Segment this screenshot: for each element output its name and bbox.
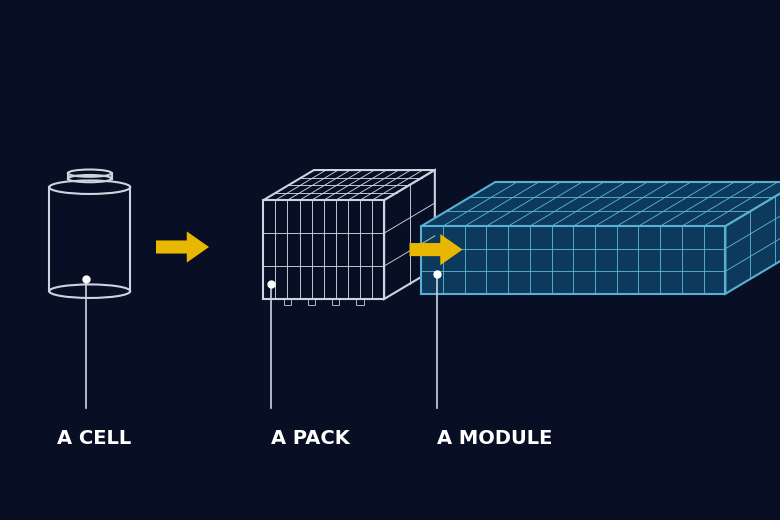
Bar [332,299,339,305]
Bar [356,299,363,305]
Polygon shape [725,182,780,294]
Polygon shape [156,231,209,263]
Polygon shape [421,226,725,294]
Text: A PACK: A PACK [271,429,349,448]
Polygon shape [421,182,780,226]
Bar [284,299,291,305]
Text: A CELL: A CELL [57,429,132,448]
Text: A MODULE: A MODULE [437,429,552,448]
Bar [308,299,315,305]
Polygon shape [410,234,463,265]
Polygon shape [264,170,435,200]
Polygon shape [384,170,435,299]
Polygon shape [264,200,384,299]
